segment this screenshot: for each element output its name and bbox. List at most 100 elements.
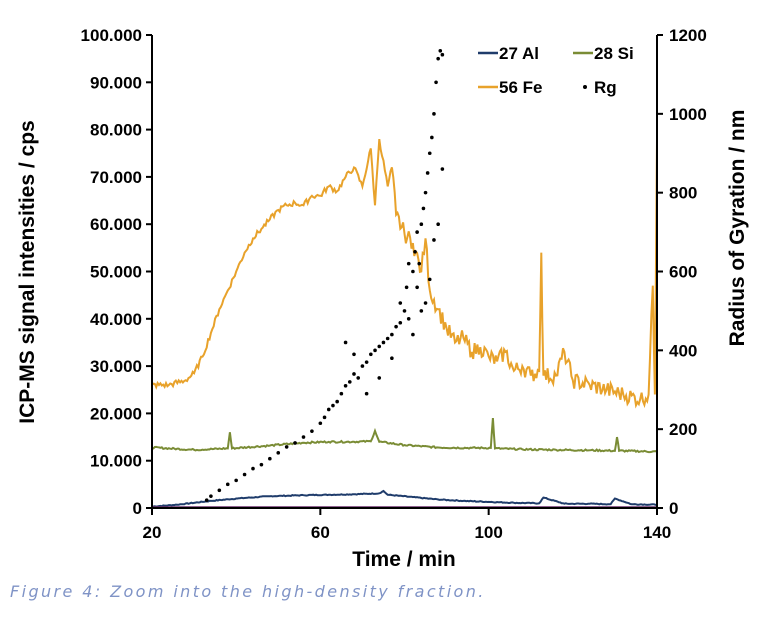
rg-point [434, 80, 438, 85]
rg-point [415, 230, 419, 234]
rg-point [417, 261, 422, 266]
rg-point [326, 407, 331, 412]
y2-tick-label: 600 [669, 263, 697, 282]
rg-point [398, 301, 403, 305]
x-tick-label: 100 [474, 523, 502, 542]
rg-point [398, 320, 403, 325]
rg-point [406, 261, 411, 266]
rg-point [259, 462, 264, 467]
rg-point [356, 376, 361, 380]
rg-point [436, 56, 440, 61]
rg-point [411, 332, 415, 337]
rg-point [425, 171, 430, 175]
rg-point [440, 167, 445, 171]
rg-point [234, 478, 238, 483]
rg-point [436, 222, 440, 226]
rg-point [411, 269, 415, 274]
rg-point [421, 206, 426, 211]
y-tick-label: 30.000 [90, 357, 142, 376]
y-tick-label: 0 [133, 499, 142, 518]
y-tick-label: 80.000 [90, 121, 142, 140]
series-line-56-fe [151, 138, 658, 409]
rg-point [390, 332, 394, 337]
y-tick-label: 70.000 [90, 168, 142, 187]
rg-point [364, 360, 369, 364]
x-tick-label: 20 [143, 523, 162, 542]
rg-point [432, 238, 436, 242]
y-tick-label: 50.000 [90, 263, 142, 282]
rg-point [373, 348, 377, 353]
y2-tick-label: 0 [669, 499, 678, 518]
rg-point [385, 336, 390, 341]
figure-caption: Figure 4: Zoom into the high-density fra… [10, 582, 486, 601]
rg-point [427, 151, 432, 156]
rg-point [369, 352, 373, 357]
rg-point [339, 391, 344, 396]
rg-point [394, 324, 398, 329]
rg-point [268, 456, 272, 461]
y-axis-label: ICP-MS signal intensities / cps [16, 120, 39, 423]
rg-point [318, 421, 323, 426]
rg-point [335, 399, 339, 404]
rg-point [404, 285, 409, 290]
rg-point [209, 494, 213, 498]
rg-point [217, 488, 222, 493]
y2-tick-label: 1000 [669, 105, 707, 124]
rg-point [413, 249, 417, 254]
rg-point [432, 112, 436, 116]
rg-point [343, 384, 348, 388]
rg-point [364, 391, 369, 396]
rg-point [438, 48, 443, 53]
rg-point [390, 356, 394, 361]
y-tick-label: 90.000 [90, 73, 142, 92]
x-tick-label: 60 [311, 523, 330, 542]
rg-point [430, 135, 434, 140]
y-tick-label: 60.000 [90, 215, 142, 234]
rg-point [440, 52, 445, 57]
rg-point [242, 472, 247, 477]
legend-label: 28 Si [594, 44, 634, 63]
rg-point [310, 429, 314, 433]
rg-point [284, 445, 289, 449]
x-tick-label: 140 [643, 523, 671, 542]
legend-label: Rg [594, 78, 617, 97]
y-tick-label: 100.000 [81, 26, 142, 45]
rg-point [225, 482, 230, 487]
rg-point [406, 317, 411, 321]
y-tick-label: 20.000 [90, 404, 142, 423]
rg-point [419, 309, 424, 313]
y2-tick-label: 1200 [669, 26, 707, 45]
rg-point [423, 190, 428, 195]
chart: 0 10.000 20.000 30.000 40.000 50.000 60.000 70.… [16, 26, 749, 571]
legend: 27 Al 28 Si 56 Fe Rg [478, 44, 634, 97]
rg-point [343, 340, 348, 345]
rg-point [377, 376, 382, 380]
rg-point [347, 380, 352, 384]
rg-point [276, 451, 281, 455]
rg-point [322, 415, 327, 420]
x-axis-label: Time / min [352, 548, 455, 571]
rg-point [402, 309, 407, 313]
y2-axis-label: Radius of Gyration / nm [726, 110, 749, 347]
rg-point [381, 340, 386, 345]
rg-point [293, 441, 297, 445]
series-line-28-si [151, 418, 658, 454]
rg-point [427, 277, 432, 282]
rg-point [204, 498, 209, 502]
legend-swatch [583, 85, 587, 89]
legend-label: 56 Fe [499, 78, 542, 97]
y2-tick-label: 400 [669, 341, 697, 360]
rg-point [415, 285, 419, 290]
y-tick-label: 10.000 [90, 452, 142, 471]
rg-point [251, 466, 255, 471]
rg-point [377, 344, 382, 349]
y-tick-label: 40.000 [90, 310, 142, 329]
rg-point [352, 352, 356, 357]
rg-point [423, 301, 428, 305]
rg-point [419, 222, 424, 226]
series-line-27-al [151, 489, 658, 508]
rg-point [360, 364, 365, 368]
rg-point [301, 435, 306, 439]
legend-label: 27 Al [499, 44, 539, 63]
